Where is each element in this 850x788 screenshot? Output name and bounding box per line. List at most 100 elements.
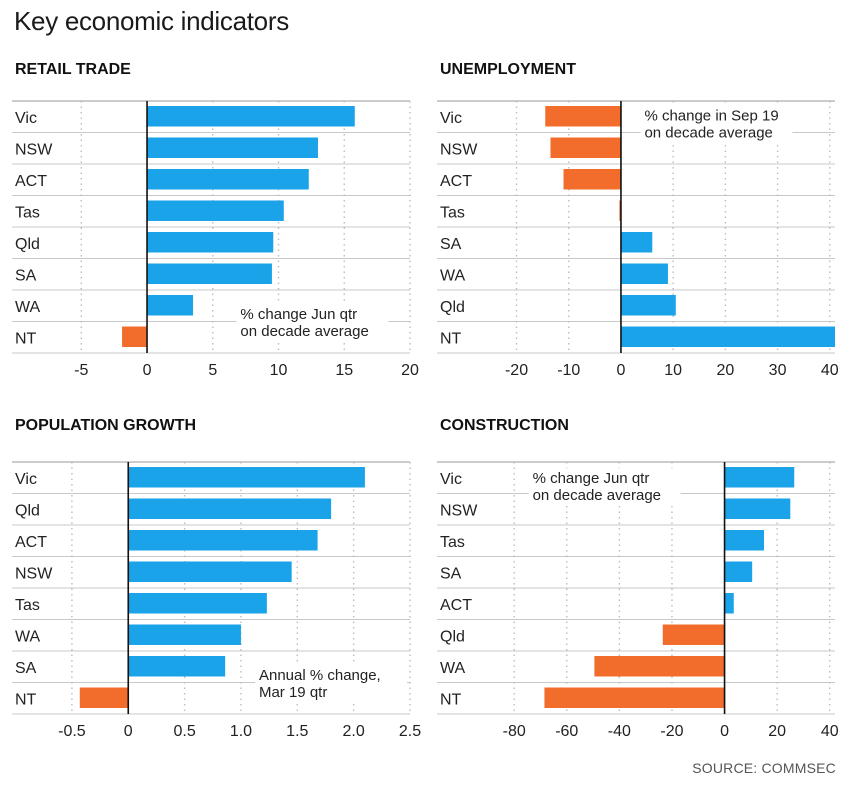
category-label: NSW <box>440 502 478 519</box>
bar-act <box>128 530 318 551</box>
panel-title: CONSTRUCTION <box>440 417 569 434</box>
page-title: Key economic indicators <box>14 6 289 36</box>
x-tick-label: 0 <box>720 723 729 740</box>
x-tick-label: 0 <box>617 362 626 379</box>
category-label: Vic <box>440 110 462 127</box>
bar-sa <box>128 656 226 677</box>
source-credit: SOURCE: COMMSEC <box>692 760 836 776</box>
annotation-background <box>236 304 389 343</box>
annotation-background <box>640 105 793 144</box>
category-label: WA <box>440 267 466 284</box>
bar-nt <box>544 687 725 708</box>
bar-act <box>724 593 734 614</box>
x-tick-label: -60 <box>555 723 578 740</box>
chart-construction: CONSTRUCTION Vic NSW Tas SA ACT Qld WA NT -80 -60 -… <box>437 417 839 740</box>
bar-wa <box>128 624 241 645</box>
bar-wa <box>594 656 725 677</box>
x-tick-label: 0.5 <box>173 723 195 740</box>
chart-population-growth: POPULATION GROWTH Vic Qld ACT NSW Tas WA SA NT -0… <box>12 417 421 740</box>
panel-title: POPULATION GROWTH <box>15 417 196 434</box>
category-label: ACT <box>15 534 47 551</box>
category-label: NSW <box>15 141 53 158</box>
bar-nsw <box>724 498 791 519</box>
annotation-text: % change in Sep 19 <box>644 108 778 125</box>
bar-vic <box>147 106 355 127</box>
x-tick-label: -20 <box>505 362 528 379</box>
x-tick-label: 0 <box>124 723 133 740</box>
bar-tas <box>128 593 267 614</box>
category-label: Vic <box>15 471 37 488</box>
bar-tas <box>724 530 764 551</box>
category-label: Tas <box>440 534 465 551</box>
category-label: WA <box>15 299 41 316</box>
bar-qld <box>147 232 274 253</box>
annotation-text: Mar 19 qtr <box>259 684 327 701</box>
category-label: Qld <box>440 628 465 645</box>
category-label: Vic <box>440 471 462 488</box>
category-label: NT <box>440 330 462 347</box>
bar-nsw <box>128 561 292 582</box>
category-label: Tas <box>15 597 40 614</box>
bar-nt <box>122 326 148 347</box>
annotation-text: on decade average <box>644 125 772 142</box>
category-label: NT <box>440 691 462 708</box>
x-tick-label: 0 <box>143 362 152 379</box>
annotation-background <box>528 468 681 507</box>
category-label: Qld <box>15 236 40 253</box>
category-label: Tas <box>15 204 40 221</box>
bar-nt <box>79 687 129 708</box>
annotation-background <box>254 665 407 704</box>
x-tick-label: 20 <box>716 362 734 379</box>
x-tick-label: -80 <box>503 723 526 740</box>
bar-nsw <box>550 137 621 158</box>
annotation-text: on decade average <box>533 487 661 504</box>
x-tick-label: -20 <box>660 723 683 740</box>
x-tick-label: -40 <box>608 723 631 740</box>
bar-qld <box>662 624 725 645</box>
category-label: SA <box>15 660 37 677</box>
bar-sa <box>620 232 653 253</box>
x-tick-label: 2.5 <box>399 723 421 740</box>
bar-wa <box>147 295 194 316</box>
x-tick-label: 1.5 <box>286 723 308 740</box>
x-tick-label: 20 <box>768 723 786 740</box>
annotation-text: % change Jun qtr <box>240 306 357 323</box>
chart-retail-trade: RETAIL TRADE Vic NSW ACT Tas Qld SA WA NT -5 0 5 10 1… <box>12 61 419 379</box>
category-label: Vic <box>15 110 37 127</box>
bar-tas <box>147 200 284 221</box>
bar-wa <box>620 263 668 284</box>
category-label: SA <box>15 267 37 284</box>
category-label: NSW <box>15 565 53 582</box>
bar-vic <box>545 106 621 127</box>
x-tick-label: -10 <box>557 362 580 379</box>
category-label: ACT <box>440 597 472 614</box>
annotation-text: on decade average <box>240 323 368 340</box>
bar-sa <box>147 263 272 284</box>
category-label: SA <box>440 565 462 582</box>
x-tick-label: 20 <box>401 362 419 379</box>
bar-nsw <box>147 137 318 158</box>
x-tick-label: -0.5 <box>58 723 86 740</box>
bar-sa <box>724 561 753 582</box>
x-tick-label: 40 <box>821 723 839 740</box>
category-label: WA <box>15 628 41 645</box>
annotation-text: Annual % change, <box>259 667 381 684</box>
x-tick-label: -5 <box>74 362 88 379</box>
category-label: ACT <box>440 173 472 190</box>
x-tick-label: 10 <box>664 362 682 379</box>
bar-qld <box>620 295 676 316</box>
annotation-text: % change Jun qtr <box>533 470 650 487</box>
x-tick-label: 5 <box>208 362 217 379</box>
bar-nt <box>620 326 835 347</box>
bar-act <box>563 169 621 190</box>
category-label: Qld <box>15 502 40 519</box>
x-tick-label: 10 <box>270 362 288 379</box>
bar-act <box>147 169 309 190</box>
x-tick-label: 40 <box>821 362 839 379</box>
x-tick-label: 1.0 <box>230 723 252 740</box>
category-label: ACT <box>15 173 47 190</box>
bar-vic <box>128 467 365 488</box>
category-label: SA <box>440 236 462 253</box>
category-label: Tas <box>440 204 465 221</box>
category-label: WA <box>440 660 466 677</box>
